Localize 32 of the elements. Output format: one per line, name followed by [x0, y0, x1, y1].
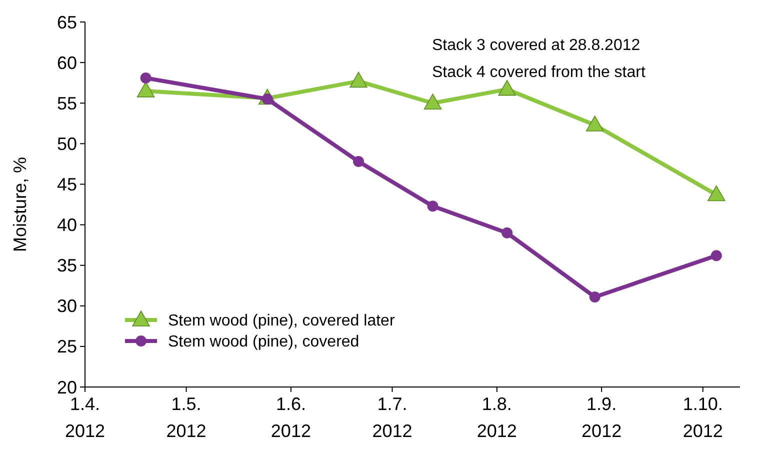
y-tick-label: 35 — [56, 256, 77, 276]
point — [710, 250, 722, 262]
y-tick-label: 65 — [56, 12, 77, 32]
point — [352, 156, 364, 168]
annotation: Stack 3 covered at 28.8.2012 — [432, 37, 640, 54]
point — [502, 227, 513, 238]
y-tick-label: 50 — [56, 134, 77, 154]
y-tick-label: 60 — [56, 52, 77, 73]
y-tick-label: 45 — [56, 174, 77, 195]
point — [136, 82, 155, 98]
point — [427, 200, 438, 212]
x-tick-label: 1.9. 2012 — [582, 394, 622, 441]
point — [498, 80, 516, 96]
point — [140, 72, 152, 84]
y-tick-label: 30 — [56, 296, 77, 316]
legend-label: Stem wood (pine), covered — [168, 334, 360, 351]
point — [586, 116, 604, 132]
y-tick-label: 55 — [56, 93, 77, 114]
point — [589, 291, 600, 302]
x-tick-label: 1.8. 2012 — [476, 394, 517, 441]
point — [350, 72, 368, 88]
y-tick-label: 25 — [56, 336, 77, 357]
point — [424, 94, 442, 110]
x-tick-label: 1.10. 2012 — [682, 394, 723, 441]
point — [707, 185, 726, 202]
x-tick-label: 1.7. 2012 — [372, 394, 412, 441]
y-tick-label: 40 — [56, 215, 77, 236]
x-tick-label: 1.5. 2012 — [166, 394, 206, 441]
x-tick-label: 1.6. 2012 — [270, 394, 311, 441]
annotation: Stack 4 covered from the start — [432, 64, 646, 81]
y-axis-title: Moisture, % — [10, 156, 30, 252]
legend-label: Stem wood (pine), covered later — [168, 312, 396, 330]
